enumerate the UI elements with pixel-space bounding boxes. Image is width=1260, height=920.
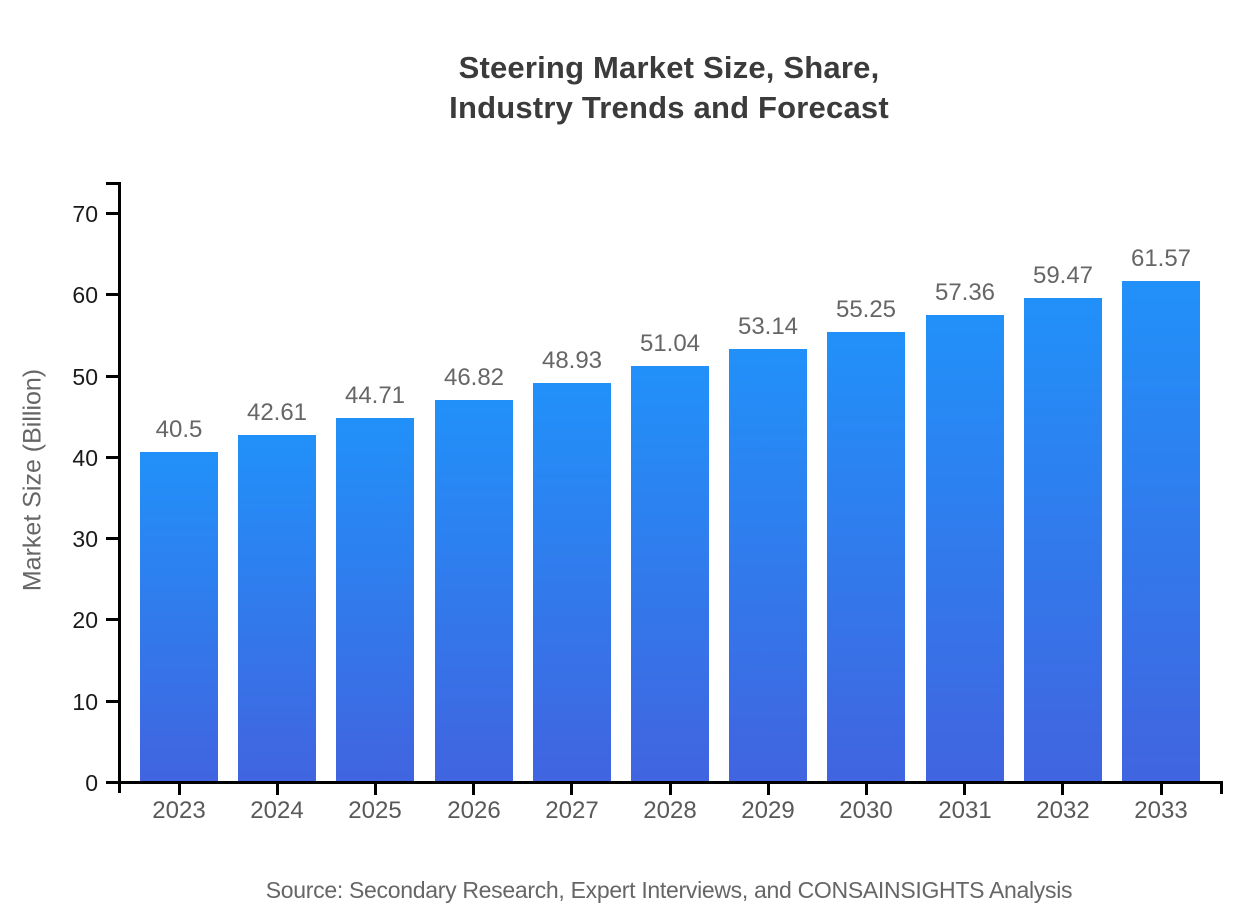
x-tick <box>374 784 377 795</box>
y-tick-label: 30 <box>72 526 98 552</box>
bar-value-label: 46.82 <box>443 364 505 391</box>
bar <box>533 383 611 781</box>
chart-title: Steering Market Size, Share, Industry Tr… <box>449 50 889 125</box>
bar <box>435 400 513 781</box>
x-axis-end-cap <box>1220 781 1223 794</box>
y-tick-label: 40 <box>72 445 98 471</box>
y-tick-label: 60 <box>72 282 98 308</box>
x-tick-label: 2033 <box>1134 797 1188 824</box>
bar-value-label: 44.71 <box>344 382 406 409</box>
x-tick-label: 2024 <box>250 797 304 824</box>
bar <box>729 349 807 781</box>
bar <box>336 418 414 781</box>
source-note: Source: Secondary Research, Expert Inter… <box>265 877 1073 903</box>
x-tick <box>767 784 770 795</box>
y-tick <box>106 375 118 378</box>
bar-value-label: 59.47 <box>1032 262 1094 289</box>
y-tick-label: 0 <box>85 770 98 796</box>
y-tick <box>106 456 118 459</box>
bar-value-label: 48.93 <box>541 347 603 374</box>
bar-value-label: 57.36 <box>934 279 996 306</box>
y-tick <box>106 537 118 540</box>
y-axis-end-cap <box>106 182 118 185</box>
x-tick <box>472 784 475 795</box>
x-axis-line <box>118 781 1223 784</box>
y-tick <box>106 700 118 703</box>
x-tick-label: 2031 <box>938 797 992 824</box>
y-tick <box>106 212 118 215</box>
x-tick-label: 2026 <box>447 797 501 824</box>
x-tick <box>178 784 181 795</box>
x-tick <box>1061 784 1064 795</box>
x-tick <box>570 784 573 795</box>
y-tick-label: 20 <box>72 607 98 633</box>
bar <box>926 315 1004 781</box>
x-tick-label: 2029 <box>741 797 795 824</box>
y-tick <box>106 618 118 621</box>
bar <box>1122 281 1200 781</box>
y-axis-line <box>118 182 121 793</box>
bar <box>631 366 709 781</box>
x-tick-label: 2027 <box>545 797 599 824</box>
x-tick-label: 2030 <box>839 797 893 824</box>
x-tick <box>865 784 868 795</box>
x-tick-label: 2032 <box>1036 797 1090 824</box>
bar-value-label: 55.25 <box>835 296 897 323</box>
y-tick <box>106 293 118 296</box>
x-tick-label: 2023 <box>152 797 206 824</box>
bar-value-label: 40.5 <box>155 416 203 443</box>
y-tick-label: 50 <box>72 364 98 390</box>
bar <box>140 452 218 781</box>
x-tick <box>669 784 672 795</box>
x-tick-label: 2028 <box>643 797 697 824</box>
x-tick <box>276 784 279 795</box>
bar-value-label: 61.57 <box>1130 245 1192 272</box>
y-tick-label: 70 <box>72 201 98 227</box>
bar-value-label: 51.04 <box>639 330 701 357</box>
x-tick <box>963 784 966 795</box>
bar <box>1024 298 1102 781</box>
bar <box>827 332 905 781</box>
x-tick-label: 2025 <box>348 797 402 824</box>
x-tick <box>1160 784 1163 795</box>
bar-value-label: 53.14 <box>737 313 799 340</box>
bar <box>238 435 316 781</box>
bar-value-label: 42.61 <box>246 399 308 426</box>
y-tick-label: 10 <box>72 689 98 715</box>
y-tick <box>106 781 118 784</box>
